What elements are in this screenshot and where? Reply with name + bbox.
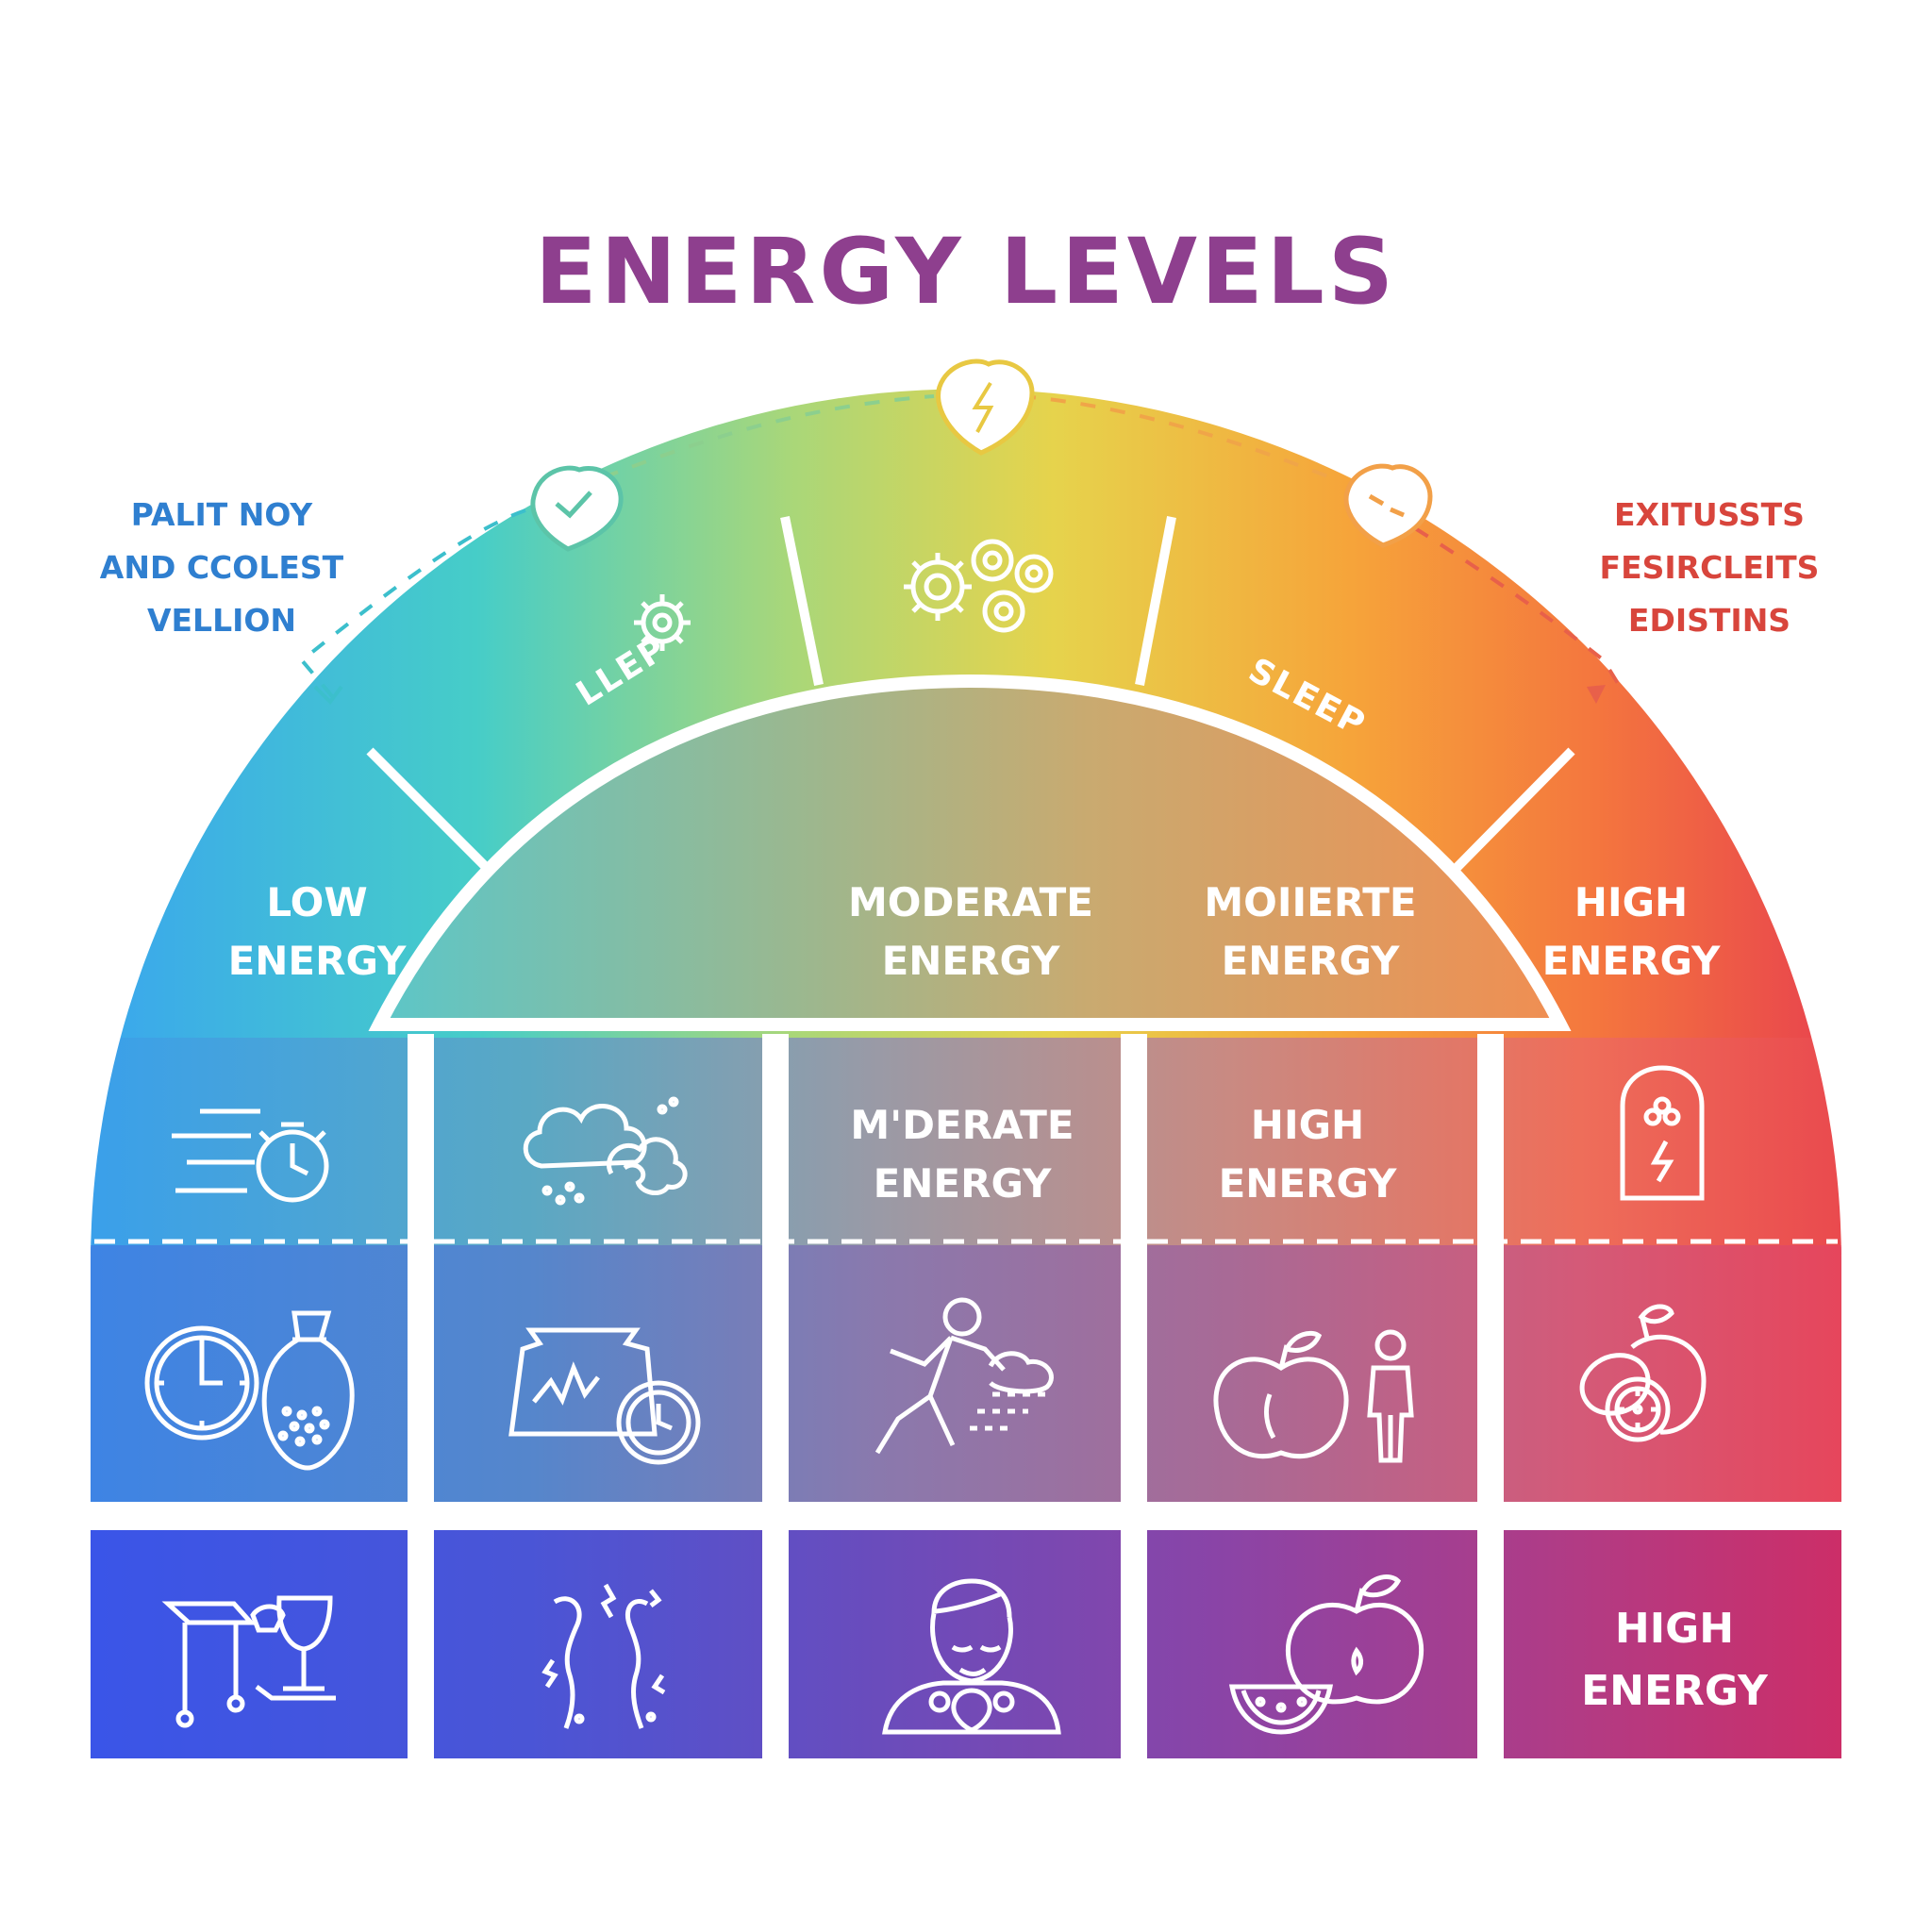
moderate-energy-2-line-2: ENERGY: [1221, 938, 1400, 984]
gears-and-cells-icon: [904, 539, 1054, 633]
left-note-line-2: AND CCOLEST: [99, 549, 344, 586]
moderate-energy-label: MODERATE ENERGY: [834, 874, 1108, 991]
fruits-icon: [1579, 1304, 1707, 1442]
grid-row1-col4-line-1: HIGH: [1250, 1102, 1365, 1148]
grid-row3-col5-line-1: HIGH: [1614, 1605, 1735, 1653]
moderate-energy-2-line-1: MOIIERTE: [1204, 879, 1417, 925]
arc-dividers: [366, 516, 1575, 875]
running-person-icon: [874, 1297, 1054, 1455]
table-and-glass-icon: [161, 1595, 336, 1728]
dash-pin-icon: [1343, 463, 1433, 548]
low-energy-line-1: LOW: [266, 879, 368, 925]
grid-row3-col5-line-2: ENERGY: [1581, 1667, 1768, 1715]
monitor-clock-icon: [508, 1327, 701, 1465]
grid-row1-col3-label: M'DERATE ENERGY: [821, 1096, 1104, 1213]
column-dividers: [85, 1034, 1849, 1764]
moderate-energy-line-1: MODERATE: [848, 879, 1093, 925]
left-note-line-1: PALIT NOY: [130, 496, 313, 533]
trajectory-arrow-left: [313, 685, 343, 706]
fast-stopwatch-icon: [172, 1108, 329, 1203]
grid-row1-col3-line-1: M'DERATE: [850, 1102, 1074, 1148]
cloud-burst-icon: [523, 1096, 688, 1206]
check-pin-icon: [530, 465, 624, 552]
high-energy-line-2: ENERGY: [1541, 938, 1721, 984]
person-portrait-icon: [882, 1578, 1061, 1735]
trajectory: [299, 394, 1621, 698]
page-title: ENERGY LEVELS: [535, 219, 1397, 325]
grid-row1-col4-label: HIGH ENERGY: [1204, 1096, 1411, 1213]
moderate-energy-line-2: ENERGY: [881, 938, 1060, 984]
right-note-line-2: FESIRCLEITS: [1599, 549, 1820, 586]
grid-row1-col3-line-2: ENERGY: [873, 1160, 1052, 1207]
right-note-line-1: EXITUSSTS: [1614, 496, 1805, 533]
moderate-energy-label-2: MOIIERTE ENERGY: [1192, 874, 1428, 991]
clock-and-bag-icon: [144, 1310, 355, 1471]
low-energy-line-2: ENERGY: [227, 938, 407, 984]
apple-and-person-icon: [1213, 1329, 1414, 1463]
trajectory-arrow-right: [1587, 685, 1606, 704]
apple-and-melon-icon: [1228, 1574, 1424, 1735]
grid-row1-col4-line-2: ENERGY: [1218, 1160, 1397, 1207]
low-energy-label: LOW ENERGY: [223, 874, 411, 991]
row-2: [91, 1247, 1841, 1502]
row-3-background: [91, 1530, 1841, 1758]
inner-dome: [368, 674, 1572, 1031]
stress-figures-icon: [541, 1583, 666, 1729]
battery-icon: [1620, 1065, 1705, 1201]
left-note: PALIT NOY AND CCOLEST VELLION: [99, 489, 344, 647]
high-energy-line-1: HIGH: [1574, 879, 1689, 925]
gear-icon: [634, 594, 691, 651]
lightning-pin-icon: [936, 358, 1035, 456]
right-note-line-3: EDISTINS: [1627, 602, 1791, 639]
high-energy-label: HIGH ENERGY: [1532, 874, 1730, 991]
right-note: EXITUSSTS FESIRCLEITS EDISTINS: [1577, 489, 1841, 647]
left-note-line-3: VELLION: [146, 602, 297, 639]
grid-row3-col5-label: HIGH ENERGY: [1566, 1598, 1783, 1723]
